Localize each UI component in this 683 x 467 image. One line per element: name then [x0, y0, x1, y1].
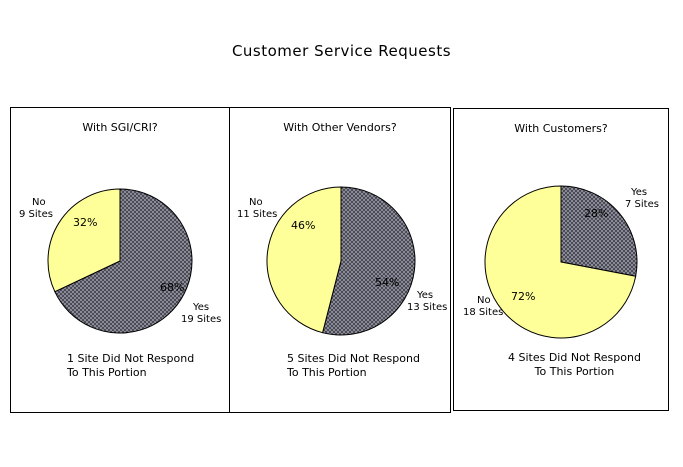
pie-title: With Other Vendors? — [283, 121, 397, 134]
pie-label-no: No 18 Sites — [463, 295, 503, 319]
pie-label-no: No 9 Sites — [11, 197, 66, 221]
slice-name: Yes — [631, 187, 648, 198]
chart-title: Customer Service Requests — [231, 42, 452, 60]
no-response-note: 4 Sites Did Not Respond To This Portion — [508, 351, 641, 379]
pie-panel-vendors: With Other Vendors? 54% 46% No 11 Sites … — [229, 107, 451, 413]
note-line: To This Portion — [534, 365, 615, 378]
pie-pct-no: 72% — [511, 290, 535, 303]
pie-title: With SGI/CRI? — [82, 121, 158, 134]
pie-panel-customers: With Customers? 28% 72% Yes 7 Sites No 1… — [453, 108, 669, 411]
slice-count: 13 Sites — [407, 302, 448, 313]
pie-title: With Customers? — [514, 122, 608, 135]
pie-label-yes: Yes 7 Sites — [625, 187, 659, 211]
slice-name: Yes — [193, 302, 210, 313]
pie-slice-no — [484, 185, 637, 339]
pie-slice-yes — [560, 185, 638, 277]
pie-pct-yes: 54% — [375, 276, 399, 289]
pie-chart: 28% 72% — [484, 185, 638, 339]
slice-count: 11 Sites — [237, 209, 278, 220]
note-line: 5 Sites Did Not Respond — [287, 352, 420, 365]
pie-chart: 54% 46% — [266, 186, 416, 336]
slice-name: Yes — [417, 290, 434, 301]
note-line: To This Portion — [287, 366, 367, 379]
slice-count: 7 Sites — [625, 199, 659, 210]
no-response-note: 5 Sites Did Not Respond To This Portion — [287, 352, 420, 380]
no-response-note: 1 Site Did Not Respond To This Portion — [67, 352, 194, 380]
slice-count: 9 Sites — [19, 209, 53, 220]
pie-slice-no — [266, 186, 342, 334]
note-line: 4 Sites Did Not Respond — [508, 351, 641, 364]
pie-pct-yes: 28% — [584, 207, 608, 220]
pie-chart: 68% 32% — [47, 188, 193, 334]
slice-name: No — [249, 197, 263, 208]
pie-label-yes: Yes 13 Sites — [407, 290, 447, 314]
pie-label-yes: Yes 19 Sites — [181, 302, 221, 326]
pie-slice-yes — [321, 186, 416, 336]
pie-label-no: No 11 Sites — [237, 197, 277, 221]
slice-name: No — [32, 197, 46, 208]
pie-pct-yes: 68% — [160, 281, 184, 294]
slice-count: 19 Sites — [181, 314, 222, 325]
slice-count: 18 Sites — [463, 307, 504, 318]
pie-pct-no: 32% — [73, 216, 97, 229]
note-line: To This Portion — [67, 366, 147, 379]
pie-panel-sgi: With SGI/CRI? 68% 32% No 9 Sites Yes 19 … — [10, 107, 230, 413]
note-line: 1 Site Did Not Respond — [67, 352, 195, 365]
pie-pct-no: 46% — [291, 219, 315, 232]
pie-slice-yes — [54, 188, 193, 334]
slice-name: No — [477, 295, 491, 306]
pie-slice-no — [47, 188, 121, 293]
